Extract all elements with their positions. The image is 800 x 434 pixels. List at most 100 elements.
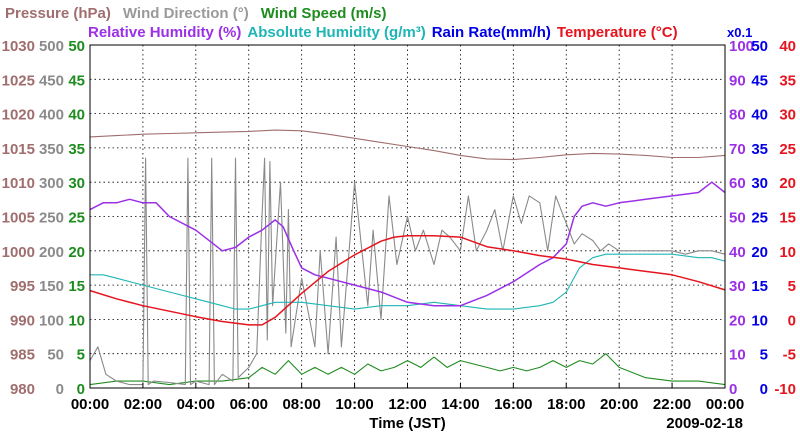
x-tick-label: 10:00 bbox=[335, 396, 373, 413]
y-tick-label: 0 bbox=[760, 381, 768, 398]
legend-label: Relative Humidity (%) bbox=[88, 24, 241, 41]
legend-label: Wind Direction (°) bbox=[123, 5, 249, 22]
legend-label: Temperature (°C) bbox=[557, 24, 678, 41]
y-tick-label: 30 bbox=[779, 107, 796, 124]
y-tick-label: 35 bbox=[68, 141, 85, 158]
y-tick-label: 15 bbox=[68, 278, 85, 295]
y-tick-label: 25 bbox=[68, 210, 85, 227]
y-tick-label: 0 bbox=[77, 381, 85, 398]
x-tick-label: 20:00 bbox=[600, 396, 638, 413]
x-tick-label: 18:00 bbox=[547, 396, 585, 413]
left-axes: 1030102510201015101010051000995990985980… bbox=[2, 38, 85, 398]
y-tick-label: 100 bbox=[729, 38, 754, 55]
y-tick-label: 1025 bbox=[2, 72, 35, 89]
series-line bbox=[89, 181, 726, 307]
y-tick-label: 5 bbox=[77, 347, 85, 364]
series-line bbox=[89, 157, 726, 386]
y-tick-label: 40 bbox=[68, 107, 85, 124]
y-tick-label: 0 bbox=[788, 312, 796, 329]
y-tick-label: -5 bbox=[783, 347, 796, 364]
legend-label: Absolute Humidity (g/m³) bbox=[247, 24, 425, 41]
y-tick-label: 20 bbox=[729, 312, 746, 329]
y-tick-label: 35 bbox=[779, 72, 796, 89]
y-tick-label: 30 bbox=[729, 278, 746, 295]
legend: Pressure (hPa) Wind Direction (°) Wind Spe… bbox=[5, 5, 752, 41]
series-line bbox=[89, 353, 726, 386]
y-tick-label: 50 bbox=[751, 38, 768, 55]
y-tick-label: 1030 bbox=[2, 38, 35, 55]
x-tick-label: 06:00 bbox=[230, 396, 268, 413]
y-tick-label: 1000 bbox=[2, 244, 35, 261]
y-tick-label: 1010 bbox=[2, 175, 35, 192]
y-tick-label: 35 bbox=[751, 141, 768, 158]
y-tick-label: 10 bbox=[779, 244, 796, 261]
y-tick-label: 150 bbox=[39, 278, 64, 295]
y-tick-label: 400 bbox=[39, 107, 64, 124]
y-tick-label: 20 bbox=[68, 244, 85, 261]
y-tick-label: 40 bbox=[751, 107, 768, 124]
y-tick-label: 50 bbox=[68, 38, 85, 55]
y-tick-label: 990 bbox=[10, 312, 35, 329]
y-tick-label: 1015 bbox=[2, 141, 35, 158]
y-tick-label: 10 bbox=[751, 312, 768, 329]
y-tick-label: 250 bbox=[39, 210, 64, 227]
legend-label: Rain Rate(mm/h) bbox=[432, 24, 551, 41]
date-label: 2009-02-18 bbox=[666, 415, 743, 432]
y-tick-label: 40 bbox=[729, 244, 746, 261]
y-tick-label: 300 bbox=[39, 175, 64, 192]
plot-area bbox=[89, 129, 726, 389]
x-tick-label: 08:00 bbox=[282, 396, 320, 413]
y-tick-label: 25 bbox=[779, 141, 796, 158]
x-tick-label: 02:00 bbox=[124, 396, 162, 413]
y-tick-label: 20 bbox=[779, 175, 796, 192]
y-tick-label: 80 bbox=[729, 107, 746, 124]
y-tick-label: 90 bbox=[729, 72, 746, 89]
y-tick-label: 30 bbox=[751, 175, 768, 192]
y-tick-label: 10 bbox=[729, 347, 746, 364]
y-tick-label: 20 bbox=[751, 244, 768, 261]
y-tick-label: 5 bbox=[760, 347, 768, 364]
y-tick-label: 60 bbox=[729, 175, 746, 192]
y-tick-label: 50 bbox=[729, 210, 746, 227]
y-tick-label: 5 bbox=[788, 278, 796, 295]
y-tick-label: -10 bbox=[774, 381, 796, 398]
y-tick-label: 15 bbox=[751, 278, 768, 295]
x-axis-title: Time (JST) bbox=[369, 415, 445, 432]
x-tick-label: 00:00 bbox=[706, 396, 744, 413]
legend-label: Wind Speed (m/s) bbox=[261, 5, 387, 22]
y-tick-label: 10 bbox=[68, 312, 85, 329]
y-tick-label: 500 bbox=[39, 38, 64, 55]
y-tick-label: 995 bbox=[10, 278, 35, 295]
y-tick-label: 45 bbox=[68, 72, 85, 89]
y-tick-label: 45 bbox=[751, 72, 768, 89]
x-tick-label: 14:00 bbox=[441, 396, 479, 413]
x-tick-label: 22:00 bbox=[653, 396, 691, 413]
y-tick-label: 450 bbox=[39, 72, 64, 89]
y-tick-label: 100 bbox=[39, 312, 64, 329]
legend-label: Pressure (hPa) bbox=[5, 5, 111, 22]
y-tick-label: 350 bbox=[39, 141, 64, 158]
y-tick-label: 200 bbox=[39, 244, 64, 261]
series-line bbox=[89, 129, 726, 161]
x-tick-label: 04:00 bbox=[177, 396, 215, 413]
y-tick-label: 40 bbox=[779, 38, 796, 55]
y-tick-label: 30 bbox=[68, 175, 85, 192]
y-tick-label: 25 bbox=[751, 210, 768, 227]
y-tick-label: 1020 bbox=[2, 107, 35, 124]
x-tick-label: 12:00 bbox=[388, 396, 426, 413]
y-tick-label: 0 bbox=[56, 381, 64, 398]
y-tick-label: 1005 bbox=[2, 210, 35, 227]
y-tick-label: 0 bbox=[729, 381, 737, 398]
y-tick-label: 985 bbox=[10, 347, 35, 364]
y-tick-label: 70 bbox=[729, 141, 746, 158]
x-axis: 00:00 02:00 04:00 06:00 08:00 10:00 12:00 14:00… bbox=[71, 383, 744, 432]
series-line bbox=[89, 234, 726, 326]
y-tick-label: 980 bbox=[10, 381, 35, 398]
y-tick-label: 50 bbox=[47, 347, 64, 364]
y-tick-label: 15 bbox=[779, 210, 796, 227]
x-tick-label: 16:00 bbox=[494, 396, 532, 413]
right-axes: 1009080706050403020100504540353025201510… bbox=[729, 38, 796, 398]
x-tick-label: 00:00 bbox=[71, 396, 109, 413]
